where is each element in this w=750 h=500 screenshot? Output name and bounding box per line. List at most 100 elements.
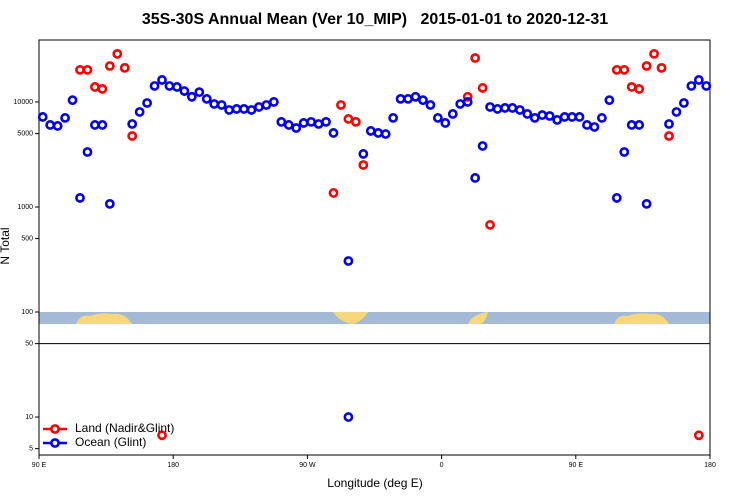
data-point <box>522 109 533 119</box>
data-point <box>425 100 436 110</box>
data-point <box>365 126 376 136</box>
y-tick-label: 1000 <box>17 204 33 211</box>
legend-marker <box>50 438 60 448</box>
data-point <box>75 64 85 75</box>
land-shape <box>333 312 368 324</box>
data-point <box>679 98 689 108</box>
y-tick-label: 5 <box>29 445 33 452</box>
legend-marker <box>50 424 60 434</box>
data-point <box>268 97 279 107</box>
data-point <box>306 116 317 127</box>
data-point <box>336 100 346 110</box>
data-point <box>664 131 674 141</box>
data-point <box>395 93 406 104</box>
data-point <box>693 75 704 85</box>
data-point <box>127 131 138 141</box>
data-point <box>686 81 697 91</box>
data-point <box>358 149 369 159</box>
data-point <box>664 119 674 129</box>
data-point <box>447 109 458 119</box>
data-point <box>544 111 555 121</box>
chart-title: 35S-30S Annual Mean (Ver 10_MIP) 2015-01… <box>142 11 608 28</box>
data-point <box>619 64 630 75</box>
legend-label: Land (Nadir&Glint) <box>75 421 174 435</box>
data-point <box>283 120 294 130</box>
data-point <box>507 103 518 113</box>
y-tick-label: 5000 <box>17 130 33 137</box>
data-point <box>619 147 630 157</box>
data-point <box>455 99 466 109</box>
data-point <box>574 112 585 122</box>
data-point <box>164 81 175 91</box>
data-point <box>611 193 622 203</box>
y-tick-label: 50 <box>25 340 33 347</box>
data-point <box>52 121 63 131</box>
data-point <box>97 84 108 94</box>
data-point <box>589 122 600 132</box>
data-point <box>477 141 488 151</box>
data-point <box>328 188 339 198</box>
data-point <box>67 95 78 106</box>
data-point <box>462 91 473 102</box>
data-point <box>596 113 607 123</box>
data-point <box>373 128 384 138</box>
data-point <box>291 123 302 133</box>
y-axis-label: N Total <box>0 227 12 264</box>
data-point <box>529 113 540 123</box>
data-point <box>350 116 361 127</box>
data-point <box>440 118 451 128</box>
data-point <box>231 104 242 114</box>
data-point <box>134 107 145 117</box>
data-point <box>186 91 197 102</box>
data-point <box>298 118 309 128</box>
data-point <box>37 112 48 122</box>
data-point <box>470 173 481 183</box>
land-shape <box>76 313 132 324</box>
data-point <box>693 430 704 441</box>
data-point <box>432 113 443 123</box>
data-point <box>82 64 93 75</box>
data-point <box>224 105 235 115</box>
data-point <box>626 120 637 130</box>
data-point <box>149 81 160 91</box>
data-point <box>343 256 354 266</box>
land-shape <box>614 313 669 324</box>
map-strip <box>39 312 710 324</box>
data-point <box>201 93 212 104</box>
data-point <box>246 105 257 115</box>
data-point <box>321 116 331 127</box>
data-point <box>604 95 615 106</box>
data-point <box>157 75 167 85</box>
data-point <box>343 412 354 422</box>
plot-frame <box>38 39 711 456</box>
data-point <box>343 114 354 124</box>
data-point <box>537 110 548 120</box>
data-point <box>611 64 622 75</box>
data-point <box>641 198 652 209</box>
data-point <box>634 120 645 130</box>
data-point <box>552 115 563 125</box>
data-point <box>104 198 115 209</box>
legend-label: Ocean (Glint) <box>75 435 146 449</box>
ocean-strip <box>39 312 710 324</box>
data-point <box>216 100 227 110</box>
data-point <box>45 120 56 130</box>
data-point <box>172 82 182 92</box>
x-tick-label: 0 <box>440 462 444 469</box>
x-axis-label: Longitude (deg E) <box>327 476 422 490</box>
data-point <box>567 112 577 122</box>
data-point <box>701 81 712 91</box>
data-point <box>194 87 205 98</box>
data-point <box>671 107 682 117</box>
data-point <box>90 120 100 130</box>
data-point <box>649 48 659 59</box>
data-point <box>142 98 153 108</box>
data-point <box>157 430 167 441</box>
y-tick-label: 10000 <box>14 99 34 106</box>
data-point <box>477 83 488 93</box>
legend: Land (Nadir&Glint)Ocean (Glint) <box>43 421 174 449</box>
data-point <box>410 91 421 102</box>
data-point <box>380 129 391 139</box>
data-point <box>254 102 264 112</box>
data-point <box>328 128 339 138</box>
